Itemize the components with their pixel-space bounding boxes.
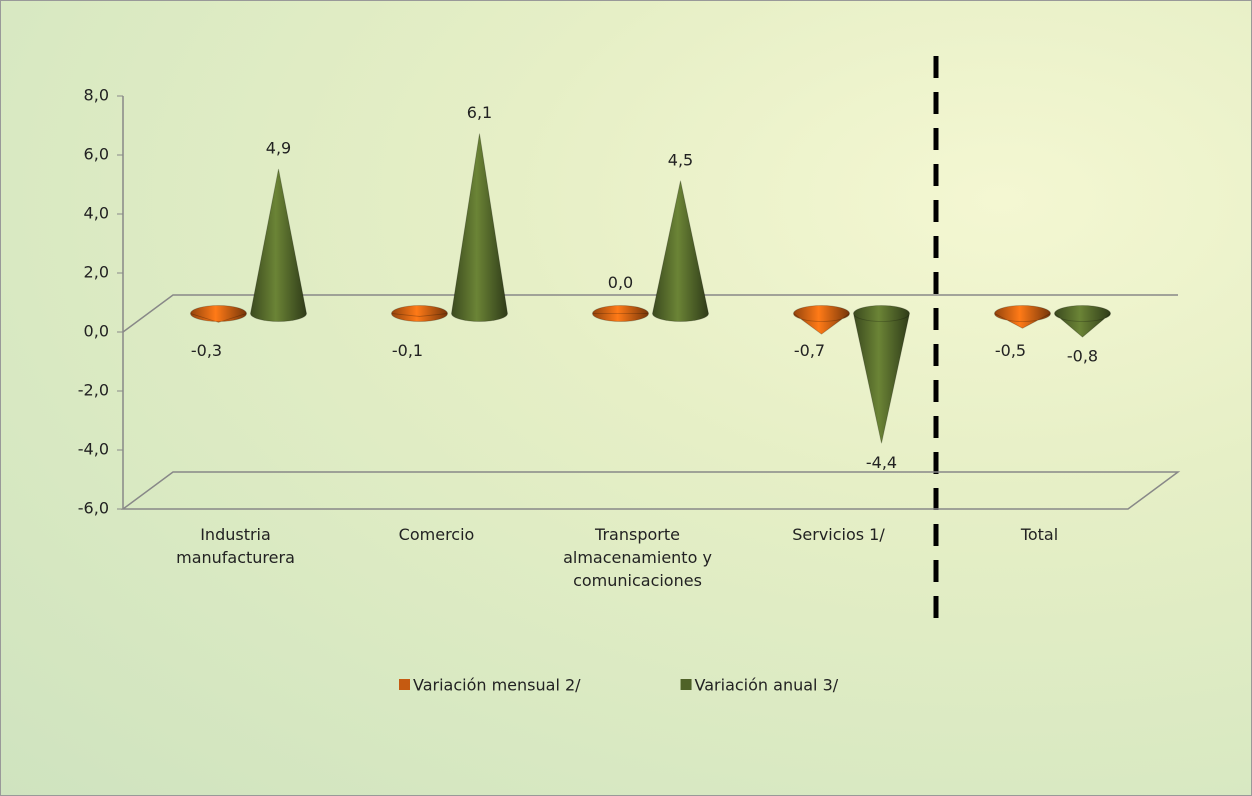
cone xyxy=(793,305,850,335)
legend-swatch xyxy=(399,679,410,690)
legend-swatch xyxy=(680,679,692,690)
data-label: -0,8 xyxy=(1067,347,1098,366)
data-label: 6,1 xyxy=(467,103,492,122)
x-tick-label: Total xyxy=(1020,525,1059,544)
y-tick-label: 8,0 xyxy=(84,86,109,105)
x-tick-label: Comercio xyxy=(398,525,475,544)
x-tick-label: Servicios 1/ xyxy=(792,525,885,544)
floor xyxy=(120,471,1181,510)
x-tick-label: Transporte almacenamiento y comunicacion… xyxy=(563,525,712,590)
data-label: -0,7 xyxy=(794,341,825,360)
legend-label: Variación anual 3/ xyxy=(695,676,839,695)
data-label: -0,3 xyxy=(191,341,222,360)
cone xyxy=(190,305,247,323)
zero-plane xyxy=(122,294,1178,333)
y-tick-label: 6,0 xyxy=(84,145,109,164)
cone xyxy=(853,305,910,444)
data-label: -0,5 xyxy=(995,341,1026,360)
y-tick-label: 2,0 xyxy=(84,263,109,282)
data-label: -0,1 xyxy=(392,341,423,360)
y-tick-label: -6,0 xyxy=(78,499,109,518)
cone xyxy=(250,168,307,322)
data-label: 4,9 xyxy=(266,138,291,157)
x-tick-label: Industria manufacturera xyxy=(176,525,295,567)
y-tick-label: 0,0 xyxy=(84,322,109,341)
cone xyxy=(994,305,1051,329)
cone xyxy=(451,133,508,322)
data-label: 0,0 xyxy=(608,273,633,292)
cone xyxy=(592,305,649,322)
y-tick-label: -2,0 xyxy=(78,381,109,400)
cone xyxy=(1054,305,1111,338)
cone xyxy=(391,305,448,322)
data-label: 4,5 xyxy=(668,150,693,169)
cone xyxy=(652,180,709,322)
legend-label: Variación mensual 2/ xyxy=(413,676,581,695)
y-tick-label: -4,0 xyxy=(78,440,109,459)
data-label: -4,4 xyxy=(866,453,897,472)
y-tick-label: 4,0 xyxy=(84,204,109,223)
